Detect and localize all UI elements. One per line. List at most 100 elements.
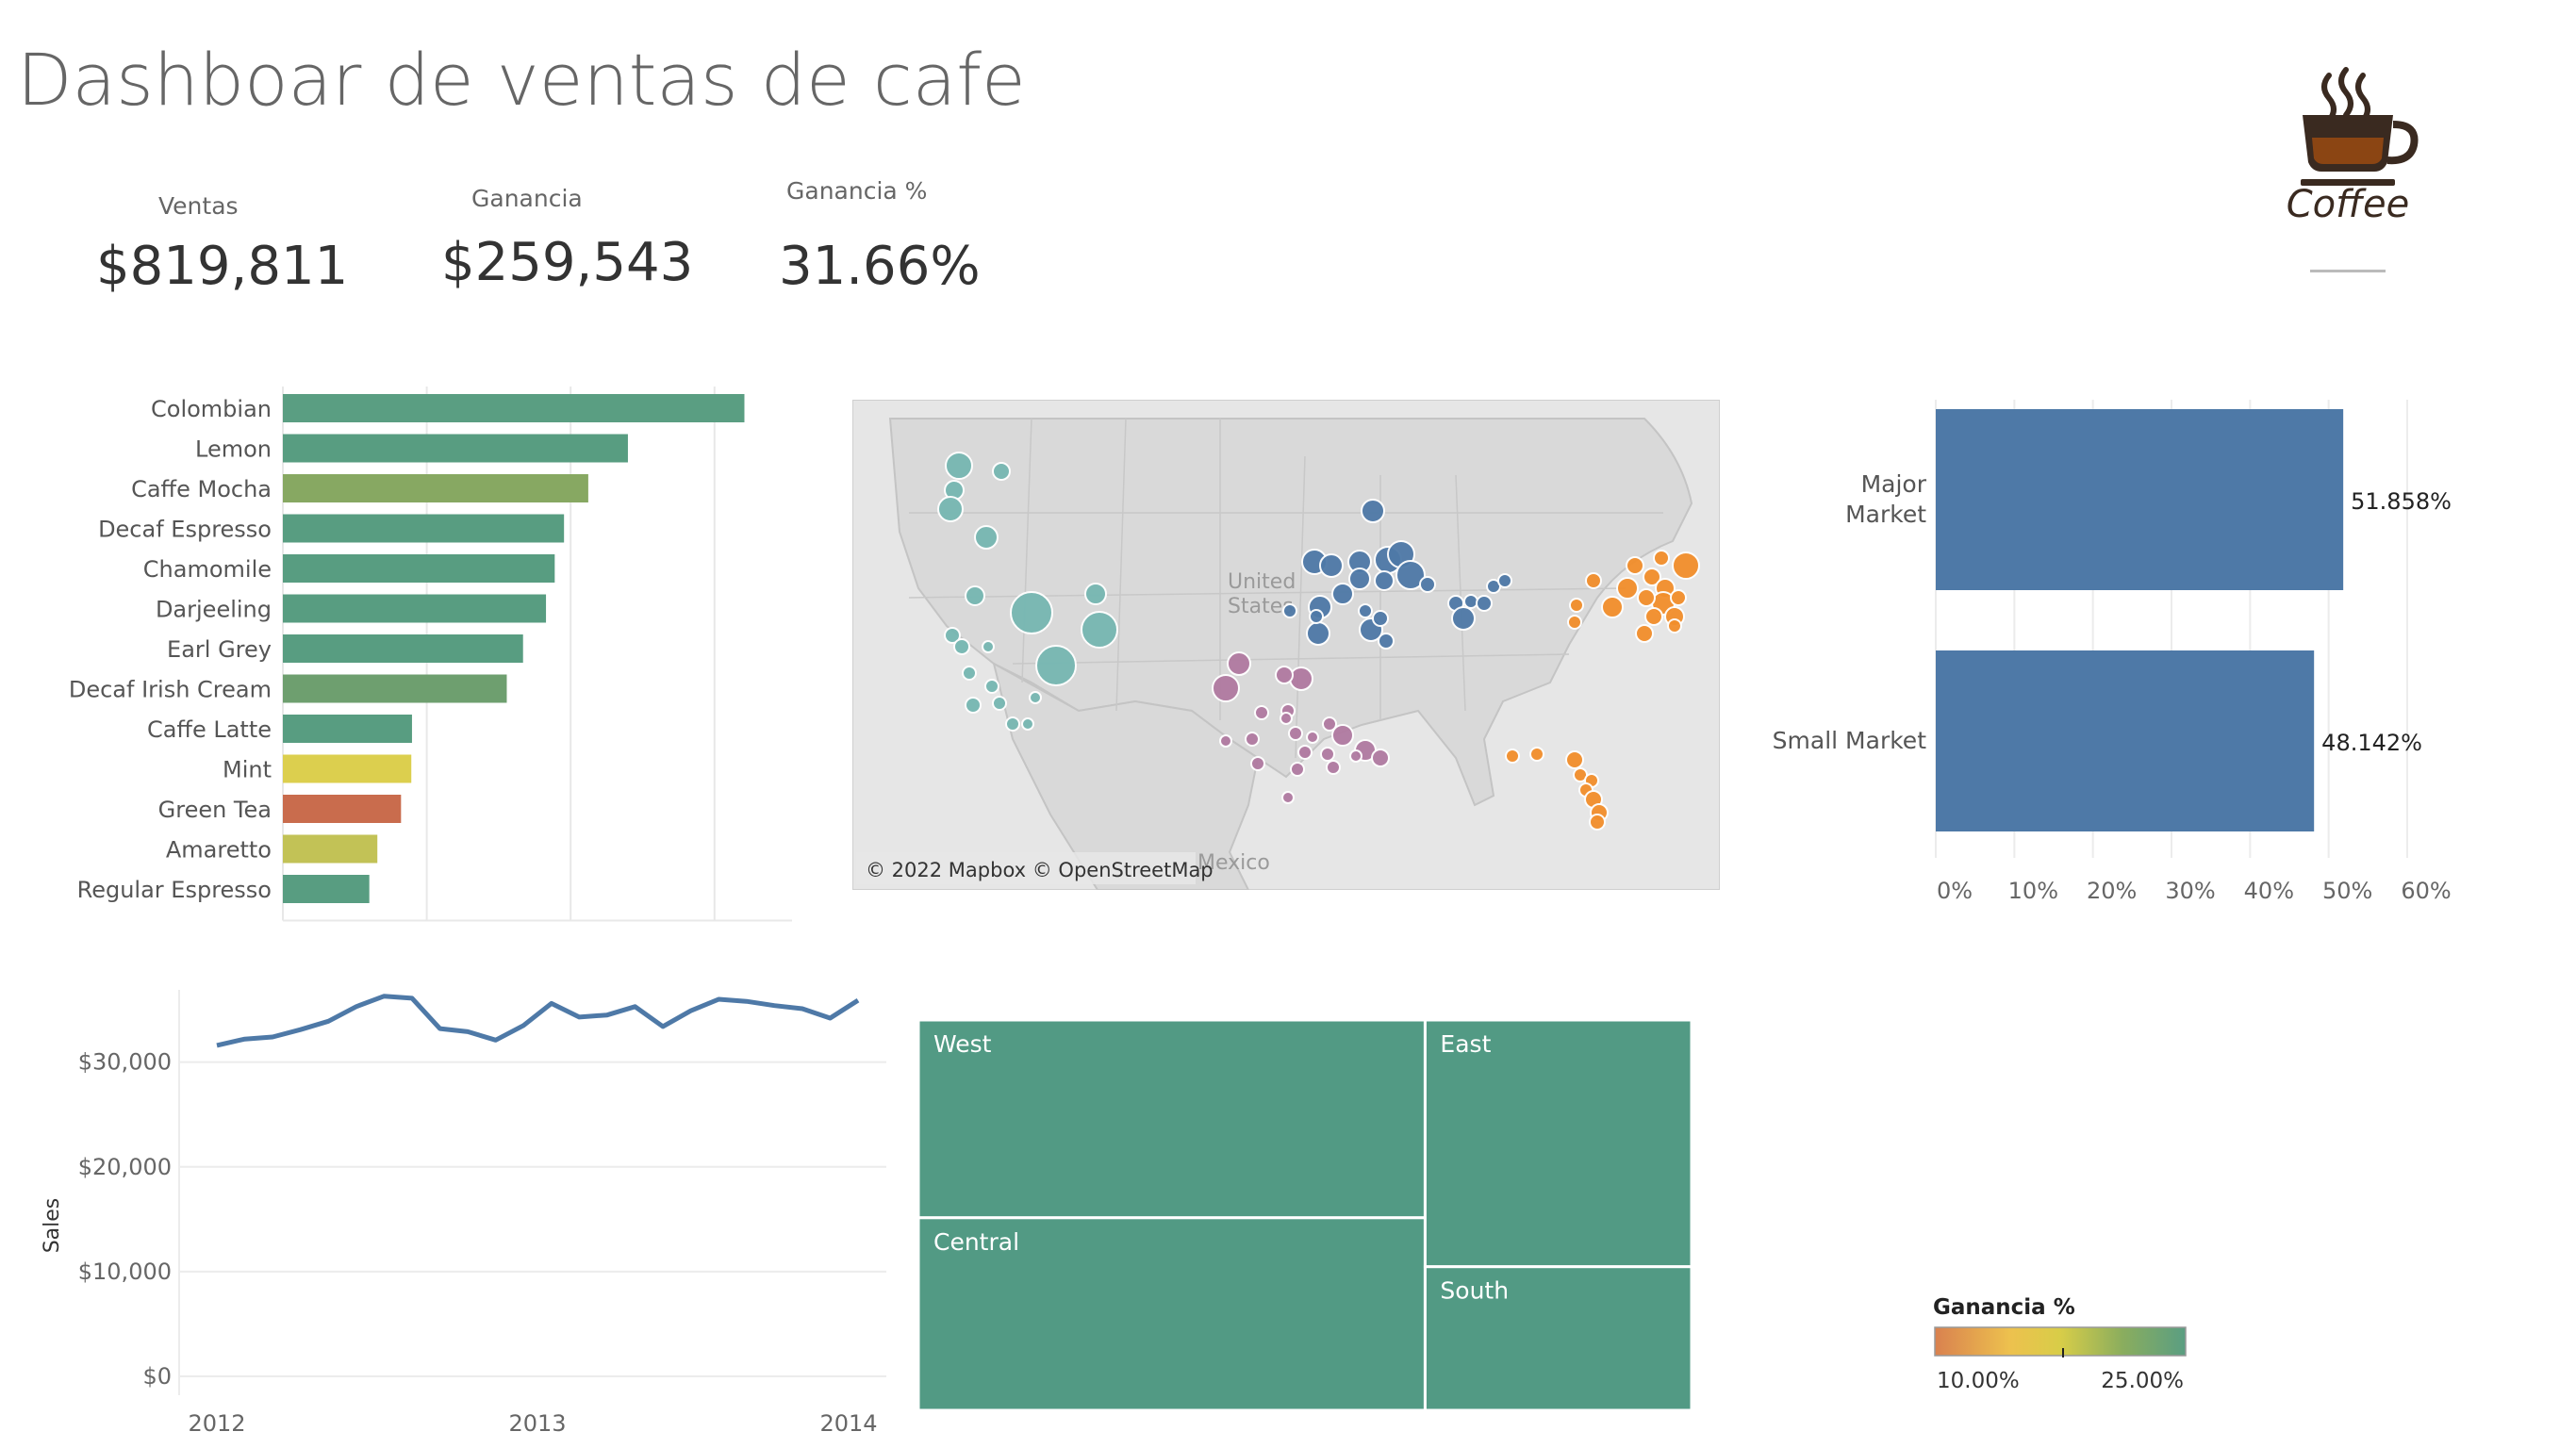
- map-dot-central[interactable]: [1395, 560, 1426, 590]
- map-dot-east[interactable]: [1505, 749, 1520, 764]
- map-dot-east[interactable]: [1672, 551, 1700, 580]
- map-dot-west[interactable]: [974, 525, 999, 550]
- map-dot-east[interactable]: [1653, 550, 1670, 567]
- map-dot-south[interactable]: [1212, 674, 1240, 702]
- product-bar[interactable]: [283, 875, 370, 903]
- map-dot-east[interactable]: [1589, 814, 1606, 831]
- map-dot-south[interactable]: [1245, 732, 1260, 747]
- map-dot-central[interactable]: [1497, 573, 1512, 588]
- map-dot-central[interactable]: [1476, 595, 1493, 612]
- map-dot-south[interactable]: [1281, 791, 1295, 804]
- map-dot-east[interactable]: [1585, 572, 1602, 589]
- map-dot-east[interactable]: [1667, 618, 1682, 634]
- map-dot-east[interactable]: [1644, 607, 1663, 626]
- product-bar[interactable]: [283, 594, 547, 623]
- map-dot-west[interactable]: [1029, 691, 1042, 704]
- treemap-cell[interactable]: [918, 1216, 1427, 1410]
- map-dot-south[interactable]: [1326, 760, 1341, 775]
- product-bar[interactable]: [283, 434, 628, 463]
- map-dot-central[interactable]: [1419, 576, 1436, 593]
- map-dot-west[interactable]: [1084, 583, 1107, 605]
- map-dot-west[interactable]: [965, 585, 985, 606]
- map-dot-west[interactable]: [965, 697, 982, 714]
- map-dot-central[interactable]: [1348, 568, 1371, 590]
- map-dot-south[interactable]: [1288, 726, 1303, 741]
- map-dot-west[interactable]: [953, 638, 970, 655]
- map-dot-east[interactable]: [1643, 568, 1661, 586]
- treemap-cell[interactable]: [1423, 1020, 1692, 1269]
- map-dot-west[interactable]: [1035, 645, 1077, 686]
- product-bar[interactable]: [283, 474, 588, 502]
- map-dot-east[interactable]: [1635, 624, 1654, 643]
- sales-map[interactable]: United States Mexico © 2022 Mapbox © Ope…: [852, 400, 1720, 890]
- map-dot-west[interactable]: [982, 640, 995, 653]
- map-attribution[interactable]: © 2022 Mapbox © OpenStreetMap: [866, 859, 1214, 881]
- product-bar[interactable]: [283, 554, 555, 583]
- map-dot-central[interactable]: [1358, 603, 1373, 618]
- map-dot-east[interactable]: [1626, 556, 1644, 575]
- map-dot-west[interactable]: [1081, 611, 1118, 649]
- market-bar[interactable]: [1936, 409, 2344, 590]
- map-dot-central[interactable]: [1306, 621, 1330, 646]
- map-dot-central[interactable]: [1331, 583, 1354, 605]
- map-dot-south[interactable]: [1290, 762, 1305, 777]
- product-bar[interactable]: [283, 394, 745, 422]
- market-category-label: Market: [1845, 501, 1926, 528]
- map-dot-south[interactable]: [1371, 749, 1390, 767]
- map-dot-south[interactable]: [1254, 705, 1269, 720]
- map-dot-south[interactable]: [1275, 666, 1294, 684]
- product-label: Amaretto: [166, 837, 272, 864]
- map-dot-east[interactable]: [1616, 577, 1639, 600]
- map-dot-west[interactable]: [992, 462, 1011, 481]
- map-dot-west[interactable]: [984, 679, 999, 694]
- map-dot-south[interactable]: [1250, 756, 1265, 771]
- product-bar[interactable]: [283, 834, 378, 864]
- map-dot-east[interactable]: [1670, 589, 1687, 606]
- map-dot-east[interactable]: [1567, 615, 1582, 630]
- map-dot-south[interactable]: [1289, 666, 1313, 691]
- map-dot-east[interactable]: [1637, 588, 1656, 607]
- treemap-cell[interactable]: [1423, 1265, 1692, 1410]
- map-dot-central[interactable]: [1378, 633, 1395, 650]
- map-dot-central[interactable]: [1309, 609, 1324, 624]
- market-bar[interactable]: [1936, 650, 2315, 831]
- map-dot-west[interactable]: [992, 696, 1007, 711]
- map-dot-west[interactable]: [962, 666, 977, 681]
- kpi-ganancia-pct-label: Ganancia %: [786, 177, 928, 205]
- product-bar[interactable]: [283, 514, 565, 543]
- map-dot-west[interactable]: [1021, 717, 1034, 731]
- treemap-cell[interactable]: [918, 1020, 1427, 1220]
- map-dot-south[interactable]: [1349, 749, 1362, 763]
- map-dot-east[interactable]: [1601, 596, 1624, 618]
- map-dot-south[interactable]: [1331, 724, 1354, 747]
- map-dot-central[interactable]: [1319, 553, 1344, 578]
- map-dot-central[interactable]: [1451, 606, 1476, 631]
- product-bar[interactable]: [283, 795, 402, 823]
- map-dot-west[interactable]: [1010, 591, 1053, 634]
- product-bar[interactable]: [283, 674, 507, 703]
- product-bar[interactable]: [283, 715, 412, 743]
- map-dot-west[interactable]: [944, 627, 961, 644]
- map-dot-west[interactable]: [945, 452, 973, 480]
- map-dot-south[interactable]: [1280, 712, 1293, 725]
- map-dot-west[interactable]: [1005, 716, 1020, 732]
- map-dot-central[interactable]: [1282, 603, 1297, 618]
- map-dot-central[interactable]: [1372, 610, 1389, 627]
- map-dot-south[interactable]: [1297, 745, 1313, 760]
- map-dot-east[interactable]: [1569, 598, 1584, 613]
- map-dot-south[interactable]: [1219, 734, 1232, 748]
- map-dot-central[interactable]: [1463, 594, 1478, 609]
- treemap-label: West: [933, 1030, 992, 1058]
- map-dot-east[interactable]: [1565, 750, 1584, 769]
- map-dot-central[interactable]: [1374, 570, 1395, 591]
- map-dot-south[interactable]: [1306, 731, 1319, 744]
- map-dot-south[interactable]: [1227, 651, 1251, 676]
- map-dot-south[interactable]: [1320, 747, 1335, 762]
- product-bar[interactable]: [283, 754, 412, 783]
- map-dot-west[interactable]: [937, 496, 964, 522]
- map-dot-east[interactable]: [1529, 747, 1544, 762]
- kpi-ventas-label: Ventas: [158, 192, 239, 220]
- map-dot-central[interactable]: [1361, 499, 1385, 523]
- product-bar[interactable]: [283, 634, 523, 663]
- map-dot-south[interactable]: [1322, 716, 1337, 732]
